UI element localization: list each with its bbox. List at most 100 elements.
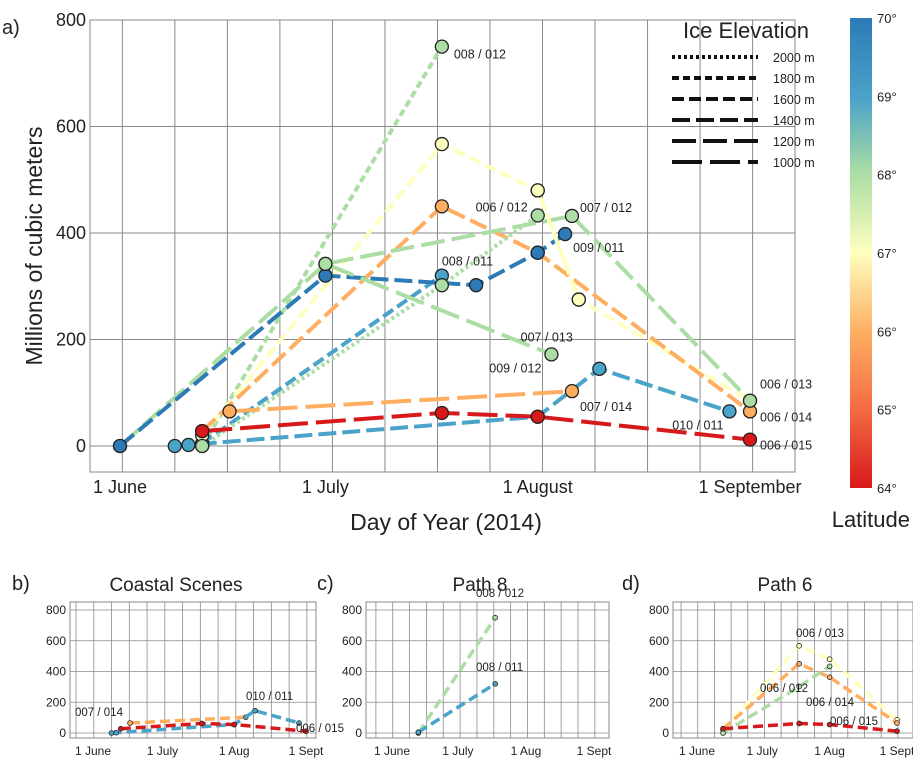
data-point-006-014 — [894, 720, 900, 726]
data-point-006-015 — [117, 725, 124, 732]
x-tick-label: 1 Sept — [880, 744, 913, 758]
data-point-007-012 — [742, 393, 758, 408]
data-point-006-015 — [199, 720, 205, 727]
legend-label-1200m: 1200 m — [773, 135, 815, 149]
data-point-006-015 — [434, 405, 449, 421]
data-point-006-015 — [796, 720, 802, 727]
data-point-006-012 — [195, 438, 210, 454]
data-label-006-015: 006 / 015 — [296, 723, 344, 735]
colorbar-ticks: 70° 69° 68° 67° 66° 65° 64° — [877, 11, 897, 496]
data-point-010-011 — [167, 438, 182, 454]
data-point-006-015 — [231, 721, 238, 728]
data-label-010-011: 010 / 011 — [246, 691, 293, 703]
data-point-006-015 — [530, 409, 545, 424]
series-line-007-014 — [129, 715, 246, 725]
y-tick-label: 600 — [649, 634, 669, 648]
data-point-009-011 — [468, 278, 484, 293]
x-tick-label: 1 June — [75, 744, 111, 758]
main-grid — [89, 19, 796, 473]
data-label-008-012: 008 / 012 — [476, 588, 524, 600]
series-line-009-011 — [118, 232, 567, 448]
data-label-008-011: 008 / 011 — [476, 662, 523, 674]
series-line-008-011 — [201, 273, 443, 445]
series-line-006-014 — [200, 204, 752, 433]
data-point-009-012 — [318, 256, 333, 272]
y-tick-label: 800 — [56, 10, 86, 30]
data-point-006-015 — [195, 423, 210, 439]
y-tick-label: 400 — [649, 665, 669, 679]
y-tick-label: 400 — [46, 665, 66, 679]
series-line-009-012 — [324, 262, 553, 357]
data-point-006-012 — [434, 278, 449, 293]
data-point-006-012 — [826, 663, 833, 670]
data-point-006-015 — [742, 432, 758, 447]
x-tick-label: 1 July — [147, 744, 178, 758]
x-tick-label: 1 June — [93, 477, 147, 497]
y-tick-label: 400 — [56, 223, 86, 243]
data-point-008-012 — [434, 39, 449, 54]
series-line-007-012 — [118, 213, 752, 448]
data-point-006-013 — [826, 656, 833, 662]
series-line-006-012 — [722, 664, 831, 735]
data-label-007-013: 007 / 013 — [521, 331, 573, 345]
data-point-006-015 — [826, 721, 833, 728]
data-point-009-011 — [530, 245, 545, 260]
panel-label-a: a) — [2, 17, 20, 39]
data-label-008-012: 008 / 012 — [454, 48, 506, 62]
main-points — [112, 39, 758, 454]
panel-label-c: c) — [317, 573, 334, 595]
series-line-006-015 — [202, 410, 751, 442]
x-axis-label: Day of Year (2014) — [350, 509, 542, 535]
main-series — [118, 45, 752, 448]
data-label-006-014: 006 / 014 — [760, 410, 812, 424]
data-label-006-013: 006 / 013 — [760, 378, 812, 392]
data-point-008-012 — [492, 614, 498, 621]
data-point-009-012 — [544, 347, 559, 362]
data-point-010-011 — [181, 437, 196, 453]
series-line-008-012 — [200, 45, 444, 448]
legend-title: Ice Elevation — [683, 18, 809, 43]
data-label-007-014: 007 / 014 — [580, 400, 632, 414]
y-tick-label: 200 — [649, 695, 669, 709]
data-label-006-013: 006 / 013 — [796, 628, 844, 640]
data-point-006-015 — [720, 725, 726, 732]
x-tick-label: 1 Sept — [577, 744, 612, 758]
data-point-010-011 — [592, 361, 607, 376]
series-line-007-014 — [229, 389, 573, 414]
data-point-006-012 — [530, 208, 545, 223]
data-point-006-015 — [303, 728, 309, 734]
subplot-b: 0 200 400 600 800 1 June 1 July 1 Aug 1 Sept 007 … — [46, 601, 344, 758]
x-tick-label: 1 August — [503, 477, 573, 497]
data-label-006-015: 006 / 015 — [760, 439, 812, 453]
data-label-009-012: 009 / 012 — [489, 361, 541, 375]
main-data-labels: 008 / 012 008 / 011 006 / 013 006 / 014 006 … — [442, 48, 812, 453]
y-tick-label: 800 — [342, 603, 362, 617]
y-tick-label: 0 — [355, 726, 362, 740]
data-label-006-014: 006 / 014 — [806, 697, 855, 709]
panel-label-b: b) — [12, 573, 30, 595]
plot-frame — [69, 601, 317, 739]
data-label-010-011: 010 / 011 — [672, 418, 723, 432]
series-line-007-013 — [535, 189, 581, 301]
data-point-007-014 — [564, 384, 580, 399]
series-line-006-014 — [721, 661, 898, 731]
x-tick-label: 1 Aug — [511, 744, 542, 758]
y-tick-label: 800 — [46, 603, 66, 617]
data-label-009-011: 009 / 011 — [573, 241, 624, 255]
colorbar-title: Latitude — [832, 507, 910, 532]
main-plot-frame — [89, 19, 796, 473]
series-line-006-015 — [120, 721, 307, 733]
data-point-007-014 — [127, 720, 133, 726]
data-point-007-013 — [571, 292, 586, 307]
y-tick-label: 400 — [342, 665, 362, 679]
y-axis-label: Millions of cubic meters — [21, 126, 47, 365]
colorbar-tick-label: 68° — [877, 168, 897, 183]
colorbar-tick-label: 67° — [877, 246, 897, 261]
data-label-008-011: 008 / 011 — [442, 255, 493, 269]
data-label-006-015: 006 / 015 — [830, 716, 878, 728]
x-tick-label: 1 September — [698, 477, 801, 497]
data-point-010-011 — [252, 707, 258, 714]
colorbar-tick-label: 65° — [877, 403, 897, 418]
